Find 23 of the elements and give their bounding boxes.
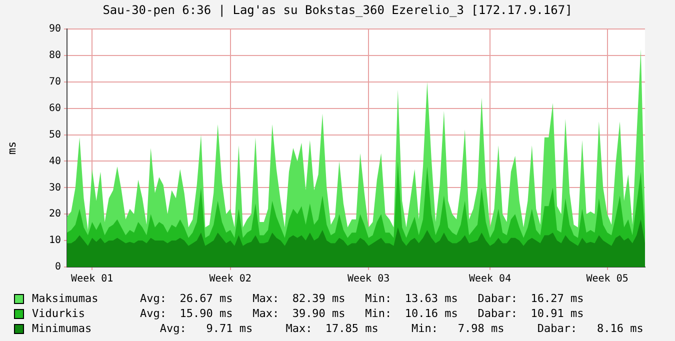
y-tick-label: 60 (48, 102, 61, 114)
y-tick-label: 70 (48, 76, 61, 88)
y-tick-label: 10 (48, 235, 61, 246)
y-axis-title: ms (5, 141, 18, 155)
legend-label: Minimumas (32, 321, 93, 336)
y-tick-label: 20 (48, 208, 61, 220)
text: Avg: 15.90 ms Max: 39.90 ms Min: 10.16 ms Dabar: 10.91 ms (140, 306, 584, 321)
x-tick-label: Week 04 (468, 274, 512, 285)
text: Avg: 26.67 ms Max: 82.39 ms Min: 13.63 ms Dabar: 16.27 ms (140, 291, 584, 306)
y-tick-label: 0 (54, 262, 61, 273)
x-tick-label: Week 05 (586, 274, 628, 285)
x-tick-label: Week 02 (209, 274, 252, 285)
y-tick-label: 30 (48, 182, 61, 194)
y-tick-label: 90 (48, 24, 61, 35)
text: Avg: 9.71 ms Max: 17.85 ms Min: 7.98 ms Dabar: 8.16 ms (158, 321, 644, 336)
y-tick-label: 50 (48, 129, 61, 140)
y-tick-label: 40 (48, 156, 61, 167)
legend-label: Vidurkis (32, 306, 86, 321)
legend-label: Maksimumas (32, 291, 100, 306)
x-tick-label: Week 03 (347, 274, 390, 285)
y-tick-label: 80 (48, 50, 61, 62)
x-tick-label: Week 01 (71, 274, 114, 285)
chart-title: Sau-30-pen 6:36 | Lag'as su Bokstas_360 Ezerelio_3 [172.17.9.167] (102, 3, 574, 17)
